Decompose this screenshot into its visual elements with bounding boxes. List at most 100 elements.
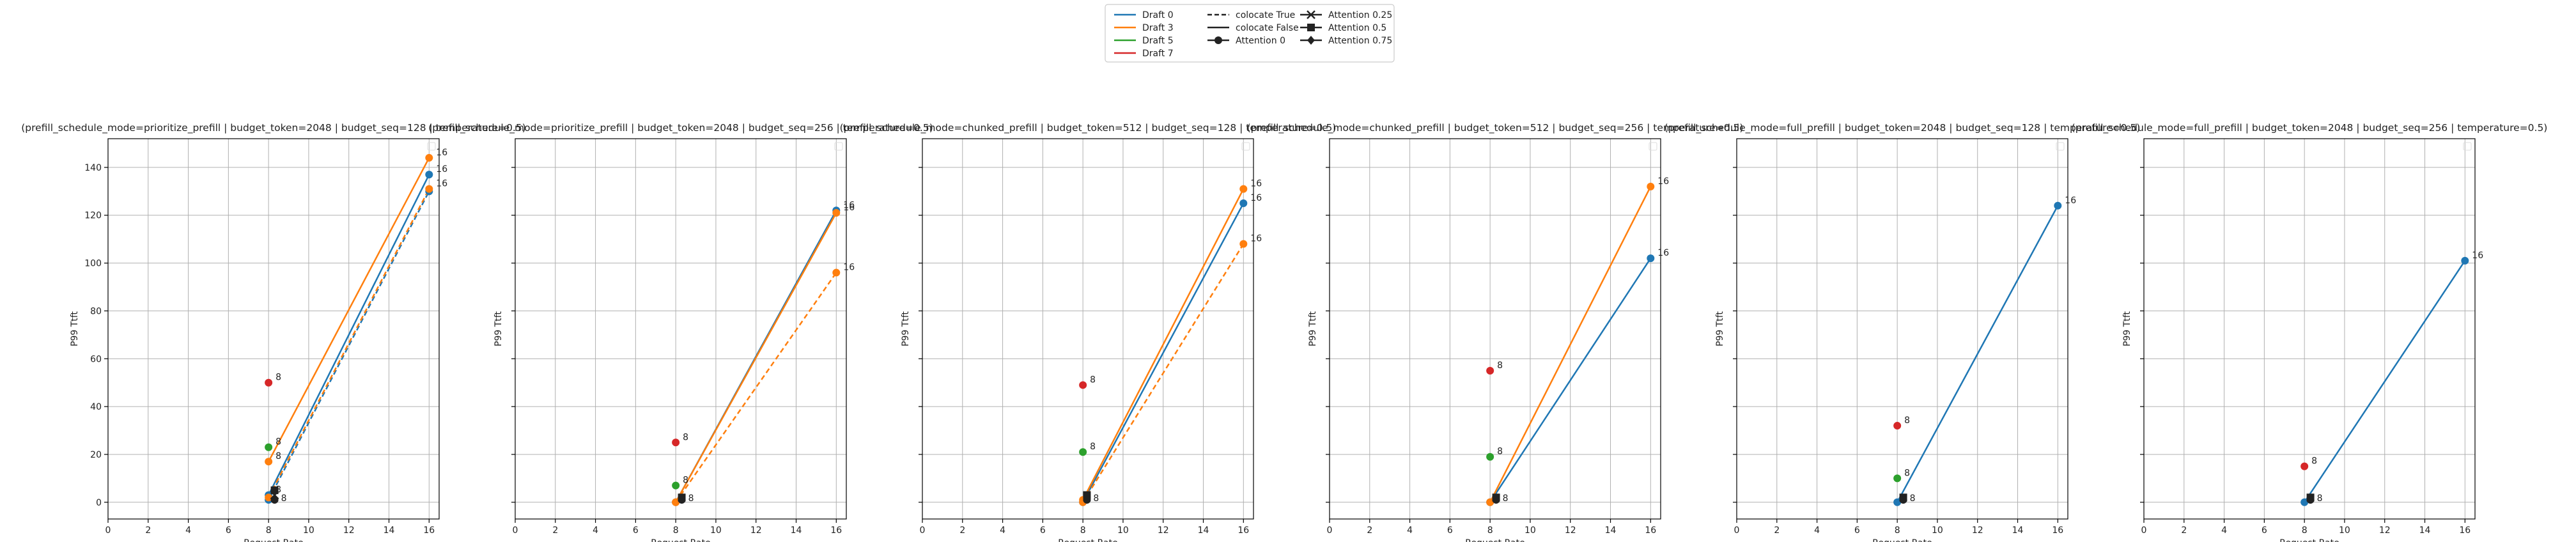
x-tick-label: 16 bbox=[830, 525, 842, 536]
x-tick-label: 12 bbox=[1972, 525, 1983, 536]
data-point bbox=[1893, 474, 1902, 483]
data-label: 16 bbox=[436, 179, 447, 189]
subplot-title: (prefill_schedule_mode=prioritize_prefil… bbox=[21, 122, 526, 134]
subplot: 0 2 4 6 8 10 12 14 16 Request Rate P99 Ttft (prefil… bbox=[840, 122, 1337, 542]
x-tick-label: 10 bbox=[303, 525, 314, 536]
attention-label: 8 bbox=[281, 493, 287, 504]
x-tick-label: 16 bbox=[2052, 525, 2063, 536]
x-axis-label: Request Rate bbox=[2279, 538, 2339, 542]
legend-placeholder bbox=[427, 142, 436, 151]
x-tick-label: 0 bbox=[2141, 525, 2147, 536]
data-label: 8 bbox=[1090, 375, 1096, 385]
x-tick-label: 12 bbox=[343, 525, 355, 536]
y-axis-label: P99 Ttft bbox=[1715, 311, 1725, 346]
series-line bbox=[675, 212, 837, 503]
legend-label: Attention 0.25 bbox=[1328, 10, 1392, 20]
data-point bbox=[265, 493, 273, 502]
data-point bbox=[425, 153, 433, 162]
data-point bbox=[2461, 256, 2469, 265]
series-line bbox=[268, 174, 430, 496]
legend-marker bbox=[1307, 10, 1315, 19]
x-tick-label: 6 bbox=[1854, 525, 1860, 536]
subplot: 0 2 4 6 8 10 12 14 16 Request Rate P99 Ttft (prefil… bbox=[428, 122, 933, 542]
subplot-title: (prefill_schedule_mode=full_prefill | bu… bbox=[1664, 122, 2141, 134]
data-label: 16 bbox=[1250, 193, 1262, 203]
y-tick-label: 140 bbox=[84, 163, 102, 173]
x-tick-label: 4 bbox=[1000, 525, 1005, 536]
data-label: 8 bbox=[2311, 456, 2317, 467]
attention-label: 8 bbox=[1910, 493, 1916, 504]
series-line bbox=[1082, 243, 1245, 503]
data-point bbox=[832, 268, 841, 277]
subplot-title: (prefill_schedule_mode=chunked_prefill |… bbox=[1247, 122, 1744, 134]
attention-label: 8 bbox=[688, 493, 694, 504]
data-point bbox=[1486, 453, 1494, 461]
x-tick-label: 4 bbox=[185, 525, 191, 536]
series-line bbox=[1489, 186, 1652, 503]
legend-placeholder bbox=[2056, 142, 2065, 151]
data-label: 8 bbox=[275, 451, 281, 461]
y-tick-label: 80 bbox=[90, 306, 102, 316]
x-tick-label: 14 bbox=[384, 525, 395, 536]
x-tick-label: 16 bbox=[423, 525, 435, 536]
legend-frame bbox=[1105, 4, 1395, 63]
x-tick-label: 14 bbox=[2419, 525, 2431, 536]
x-tick-label: 0 bbox=[513, 525, 518, 536]
x-tick-label: 8 bbox=[673, 525, 679, 536]
x-tick-label: 0 bbox=[1734, 525, 1740, 536]
data-point bbox=[1239, 185, 1248, 193]
y-tick-label: 120 bbox=[84, 211, 102, 221]
data-label: 16 bbox=[843, 200, 855, 210]
legend-placeholder bbox=[1649, 142, 1657, 151]
x-tick-label: 6 bbox=[2262, 525, 2267, 536]
data-label: 16 bbox=[1250, 234, 1262, 244]
data-label: 8 bbox=[683, 432, 688, 442]
legend-label: Attention 0.5 bbox=[1328, 23, 1386, 33]
x-tick-label: 6 bbox=[1040, 525, 1046, 536]
x-tick-label: 8 bbox=[1487, 525, 1493, 536]
axes-frame bbox=[107, 138, 440, 520]
data-label: 8 bbox=[275, 373, 281, 383]
x-tick-label: 12 bbox=[1158, 525, 1169, 536]
axes-frame bbox=[515, 138, 847, 520]
attention-marker bbox=[1492, 493, 1500, 502]
axes-frame bbox=[1736, 138, 2068, 520]
data-point bbox=[1893, 422, 1902, 430]
axes-frame bbox=[1329, 138, 1661, 520]
legend-entry: Draft 7 bbox=[1114, 49, 1174, 59]
x-tick-label: 8 bbox=[266, 525, 272, 536]
legend: Draft 0 Draft 3 Draft 5 Draft 7 colocate Tru… bbox=[1105, 4, 1395, 63]
data-point bbox=[265, 458, 273, 466]
series-line bbox=[1489, 258, 1652, 503]
x-tick-label: 4 bbox=[1814, 525, 1820, 536]
legend-label: Attention 0 bbox=[1236, 36, 1285, 46]
series-line bbox=[2304, 260, 2466, 503]
data-point bbox=[1239, 240, 1248, 248]
y-tick-label: 20 bbox=[90, 450, 102, 460]
legend-entry: Attention 0 bbox=[1207, 36, 1285, 46]
legend-label: Draft 0 bbox=[1142, 10, 1174, 20]
x-tick-label: 4 bbox=[593, 525, 598, 536]
data-point bbox=[672, 481, 680, 490]
attention-marker bbox=[1899, 493, 1907, 502]
series-line bbox=[1082, 203, 1245, 503]
data-label: 16 bbox=[2472, 251, 2483, 261]
data-point bbox=[1647, 182, 1655, 190]
series-line bbox=[1897, 205, 2059, 503]
data-label: 16 bbox=[843, 203, 855, 213]
x-tick-label: 8 bbox=[1080, 525, 1086, 536]
x-tick-label: 14 bbox=[1605, 525, 1617, 536]
data-point bbox=[265, 443, 273, 451]
x-tick-label: 6 bbox=[226, 525, 231, 536]
data-label: 16 bbox=[1657, 248, 1669, 258]
x-axis-label: Request Rate bbox=[1058, 538, 1117, 542]
subplot-title: (prefill_schedule_mode=full_prefill | bu… bbox=[2072, 122, 2548, 134]
x-tick-label: 10 bbox=[1525, 525, 1536, 536]
x-tick-label: 16 bbox=[1645, 525, 1656, 536]
data-label: 8 bbox=[1497, 447, 1503, 457]
x-tick-label: 2 bbox=[1367, 525, 1372, 536]
subplot-title: (prefill_schedule_mode=chunked_prefill |… bbox=[840, 122, 1337, 134]
legend-entry: Draft 5 bbox=[1114, 36, 1174, 46]
legend-placeholder bbox=[2463, 142, 2472, 151]
